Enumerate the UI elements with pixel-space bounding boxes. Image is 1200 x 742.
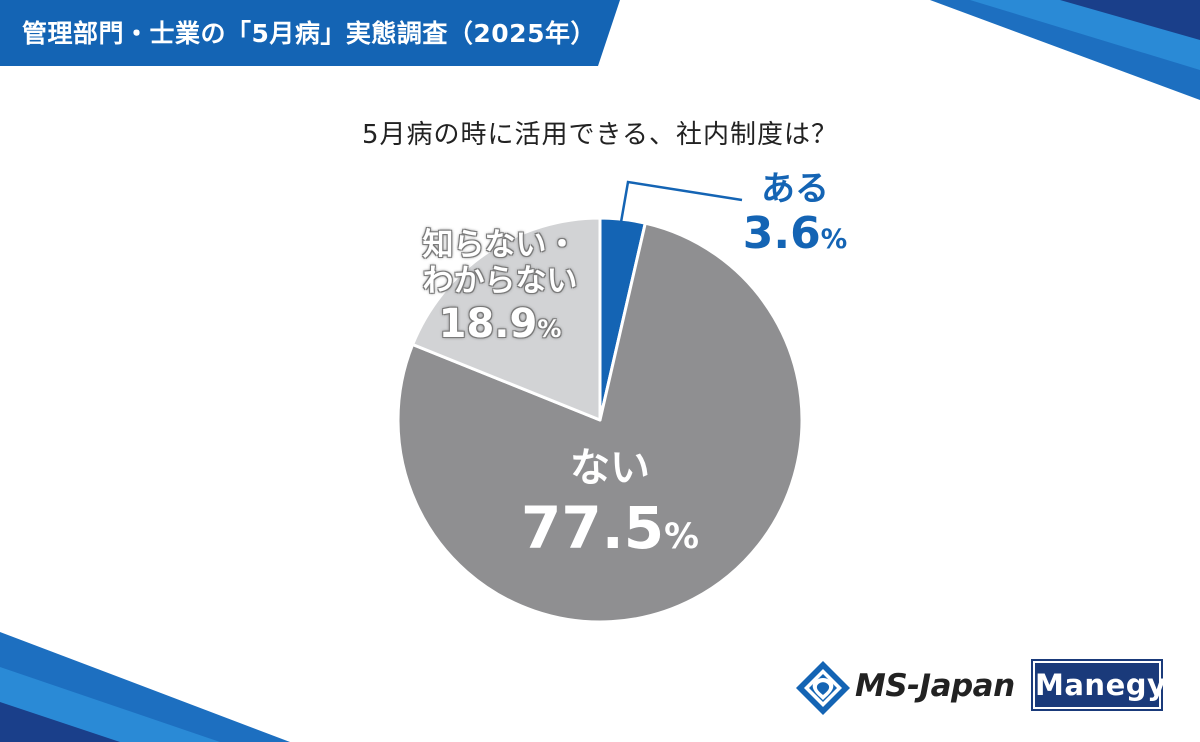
slice-name-line2: わからない	[422, 262, 578, 299]
corner-stripe-decoration	[0, 632, 290, 742]
chart-title: 5月病の時に活用できる、社内制度は？	[361, 120, 839, 150]
manegy-logo: Manegy	[1033, 661, 1167, 709]
ms-japan-mark-icon	[796, 661, 850, 715]
slice-name-line1: 知らない・	[422, 227, 578, 263]
slice-value: 3.6%	[742, 208, 848, 260]
leader-line-aru	[618, 180, 743, 229]
slice-name: ある	[761, 169, 829, 209]
slice-label-nai: ない 77.5%	[500, 445, 720, 562]
ms-japan-logo: MS-Japan	[795, 660, 1025, 716]
corner-stripe-decoration	[930, 0, 1200, 100]
slice-value: 18.9%	[438, 301, 562, 348]
page-title: 管理部門・士業の「5月病」実態調査（2025年）	[22, 19, 596, 48]
slice-value: 77.5%	[521, 494, 699, 562]
slice-label-aru: ある 3.6%	[715, 169, 875, 260]
ms-japan-wordmark: MS-Japan	[855, 668, 1015, 704]
header-banner: 管理部門・士業の「5月病」実態調査（2025年）	[0, 0, 620, 66]
banner-background	[0, 0, 620, 66]
slice-name: ない	[570, 445, 650, 491]
pie-slice-nai	[396, 221, 804, 624]
manegy-wordmark: Manegy	[1035, 668, 1167, 702]
slice-label-shiranai: 知らない・ わからない 18.9%	[400, 227, 600, 348]
pie-slice-shiranai	[411, 216, 602, 422]
